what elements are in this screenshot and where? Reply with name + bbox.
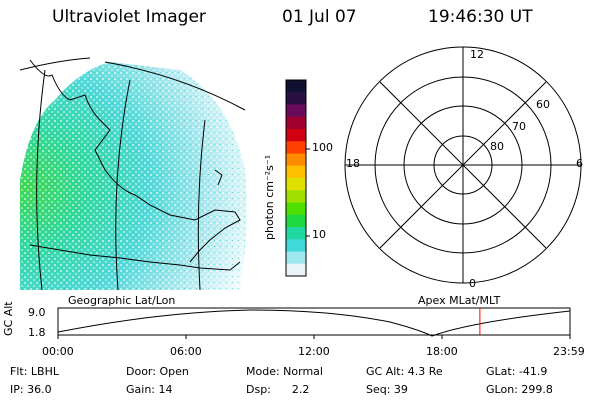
observation-date: 01 Jul 07 [282, 7, 357, 27]
colorbar-cell [286, 116, 306, 130]
gc-alt-info: GC Alt: 4.3 Re [366, 365, 443, 378]
colorbar-cell [286, 153, 306, 167]
glon-info: GLon: 299.8 [486, 383, 553, 396]
colorbar-cell [286, 165, 306, 179]
time-tick-1200: 12:00 [298, 345, 330, 358]
filter-info: Flt: LBHL [10, 365, 59, 378]
lat-label-80: 80 [490, 140, 504, 153]
mlt-label-0: 0 [469, 277, 476, 290]
colorbar-cell [286, 251, 306, 265]
latitude-line [104, 61, 246, 111]
meridian-line [197, 119, 206, 291]
mlt-label-18: 18 [346, 157, 360, 170]
meridian-line [36, 69, 46, 291]
coastline [29, 59, 241, 263]
polar-diagonal [379, 81, 547, 249]
colorbar-cell [286, 190, 306, 203]
colorbar-cell [286, 129, 306, 142]
mode-info: Mode: Normal [246, 365, 323, 378]
time-tick-2359: 23:59 [553, 345, 585, 358]
ip-info: IP: 36.0 [10, 383, 52, 396]
instrument-title: Ultraviolet Imager [52, 7, 206, 27]
gain-info: Gain: 14 [126, 383, 173, 396]
door-info: Door: Open [126, 365, 189, 378]
mlt-label-12: 12 [470, 48, 484, 61]
coastline [29, 244, 241, 271]
meridian-line [115, 79, 131, 291]
colorbar-cell [286, 141, 306, 154]
time-tick-1800: 18:00 [426, 345, 458, 358]
lat-label-70: 70 [512, 120, 526, 133]
time-tick-0000: 00:00 [42, 345, 74, 358]
colorbar-cell [286, 104, 306, 118]
altitude-ytick-high: 9.0 [28, 306, 46, 319]
coastline [214, 169, 223, 186]
observation-time: 19:46:30 UT [428, 7, 533, 27]
glat-info: GLat: -41.9 [486, 365, 548, 378]
colorbar-tick-100: 100 [312, 141, 333, 154]
altitude-ylabel: GC Alt [2, 301, 15, 336]
altitude-ytick-low: 1.8 [28, 326, 46, 339]
colorbar-cell [286, 227, 306, 240]
colorbar-cell [286, 80, 306, 93]
time-tick-0600: 06:00 [170, 345, 202, 358]
colorbar-cell [286, 92, 306, 105]
colorbar-cell [286, 202, 306, 216]
altitude-curve [57, 309, 571, 337]
colorbar-cell [286, 214, 306, 228]
lat-label-60: 60 [536, 98, 550, 111]
colorbar-tick-10: 10 [312, 228, 326, 241]
colorbar-cell [286, 263, 306, 277]
colorbar-cell [286, 239, 306, 252]
uv-emission-map [20, 62, 247, 290]
mlt-label-6: 6 [576, 157, 583, 170]
geographic-title: Geographic Lat/Lon [68, 294, 176, 307]
colorbar-cell [286, 178, 306, 191]
latitude-line [19, 57, 91, 71]
dsp-info: Dsp: 2.2 [246, 383, 310, 396]
apex-title: Apex MLat/MLT [418, 294, 501, 307]
seq-info: Seq: 39 [366, 383, 408, 396]
